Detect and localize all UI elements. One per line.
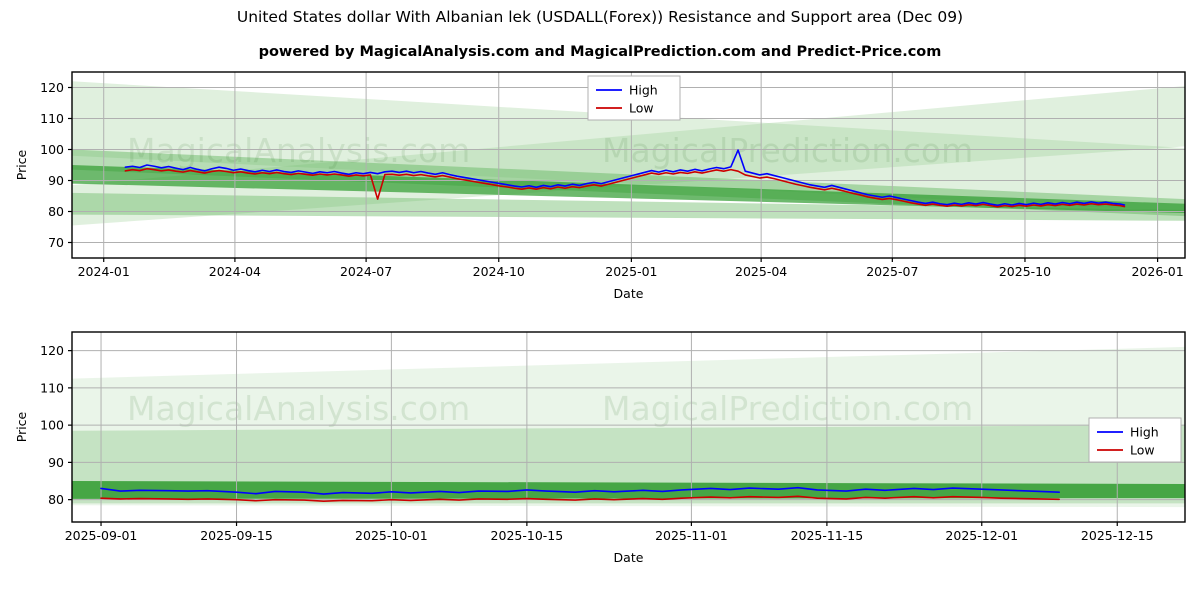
x-axis: 2025-09-01 2025-09-15 2025-10-01 2025-10-15… — [65, 522, 1154, 543]
legend-box — [587, 75, 681, 121]
page-title: United States dollar With Albanian lek (… — [236, 8, 964, 26]
y-axis: 70 80 90 100 110 120 — [40, 80, 72, 250]
x-tick-label: 2025-10 — [999, 264, 1051, 279]
resistance-support-bands — [72, 81, 1185, 226]
band-outer — [72, 346, 1185, 508]
y-axis: 80 90 100 110 120 — [40, 343, 72, 507]
y-tick-label: 120 — [40, 80, 64, 95]
y-tick-label: 110 — [40, 111, 64, 126]
x-tick-label: 2025-12-01 — [945, 528, 1018, 543]
y-tick-label: 80 — [48, 492, 64, 507]
x-tick-label: 2025-11-15 — [791, 528, 864, 543]
band-mid-lower — [72, 192, 1185, 221]
x-tick-label: 2025-12-15 — [1081, 528, 1154, 543]
x-tick-label: 2025-01 — [605, 264, 657, 279]
x-tick-label: 2025-04 — [735, 264, 787, 279]
x-axis-label: Date — [614, 550, 644, 565]
legend-label-low: Low — [629, 101, 654, 116]
x-tick-label: 2026-01 — [1131, 264, 1183, 279]
x-tick-label: 2025-07 — [866, 264, 918, 279]
x-tick-label: 2025-09-01 — [65, 528, 138, 543]
grid — [72, 332, 1185, 522]
x-tick-label: 2024-04 — [209, 264, 261, 279]
y-tick-label: 90 — [48, 173, 64, 188]
band-outer-upper — [72, 81, 1185, 212]
y-tick-label: 100 — [40, 418, 64, 433]
y-tick-label: 80 — [48, 204, 64, 219]
lower-chart-panel: MagicalAnalysis.com MagicalPrediction.com… — [0, 320, 1200, 590]
x-tick-label: 2024-07 — [340, 264, 392, 279]
series-group — [124, 149, 1126, 208]
x-tick-label: 2025-10-01 — [355, 528, 428, 543]
upper-chart-panel: MagicalAnalysis.com MagicalPrediction.com… — [0, 62, 1200, 320]
legend-label-high: High — [1130, 425, 1159, 440]
resistance-support-bands — [72, 346, 1185, 508]
legend: High Low — [587, 75, 681, 121]
legend-label-low: Low — [1130, 443, 1155, 458]
watermark-left: MagicalAnalysis.com — [127, 256, 470, 295]
watermark-right: MagicalPrediction.com — [602, 131, 973, 170]
series-line-high — [100, 486, 1060, 495]
page-subtitle: powered by MagicalAnalysis.com and Magic… — [258, 44, 942, 60]
legend-box — [1088, 417, 1182, 463]
y-tick-label: 120 — [40, 343, 64, 358]
watermark-left: MagicalAnalysis.com — [127, 131, 470, 170]
series-group — [100, 486, 1060, 502]
x-tick-label: 2024-10 — [473, 264, 525, 279]
watermark-left: MagicalAnalysis.com — [127, 389, 470, 428]
y-axis-label: Price — [14, 149, 29, 180]
series-line-low — [124, 167, 1126, 208]
legend: High Low — [1088, 417, 1182, 463]
plot-frame — [71, 71, 1186, 259]
x-tick-label: 2025-11-01 — [655, 528, 728, 543]
watermark-right: MagicalPrediction.com — [602, 256, 973, 295]
series-line-low — [100, 495, 1060, 502]
x-tick-label: 2025-09-15 — [200, 528, 273, 543]
y-axis-label: Price — [14, 411, 29, 442]
band-core — [72, 165, 1185, 214]
y-tick-label: 110 — [40, 380, 64, 395]
band-core — [72, 481, 1185, 499]
legend-label-high: High — [629, 83, 658, 98]
y-tick-label: 100 — [40, 142, 64, 157]
x-axis-label: Date — [614, 286, 644, 301]
series-line-high — [124, 149, 1126, 207]
x-tick-label: 2025-10-15 — [491, 528, 564, 543]
plot-frame — [71, 331, 1186, 523]
grid — [72, 72, 1185, 258]
x-tick-label: 2024-01 — [78, 264, 130, 279]
watermark-right: MagicalPrediction.com — [602, 389, 973, 428]
y-tick-label: 90 — [48, 455, 64, 470]
x-axis: 2024-01 2024-04 2024-07 2024-10 2025-01 2025-… — [78, 258, 1184, 279]
y-tick-label: 70 — [48, 235, 64, 250]
